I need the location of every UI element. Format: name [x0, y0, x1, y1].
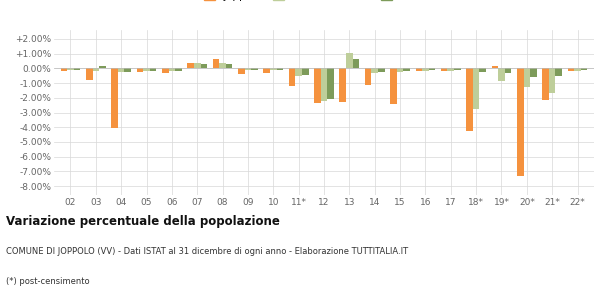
- Bar: [226, 64, 232, 68]
- Bar: [213, 59, 219, 68]
- Bar: [530, 68, 537, 77]
- Bar: [378, 68, 385, 71]
- Bar: [371, 68, 378, 74]
- Bar: [581, 68, 587, 70]
- Bar: [295, 68, 302, 76]
- Bar: [187, 63, 194, 68]
- Bar: [397, 68, 403, 71]
- Bar: [200, 64, 207, 68]
- Text: (*) post-censimento: (*) post-censimento: [6, 278, 89, 286]
- Bar: [74, 68, 80, 70]
- Bar: [263, 68, 270, 74]
- Bar: [574, 68, 581, 71]
- Bar: [327, 68, 334, 99]
- Bar: [505, 68, 511, 73]
- Bar: [314, 68, 321, 103]
- Bar: [556, 68, 562, 76]
- Bar: [277, 68, 283, 70]
- Bar: [150, 68, 157, 71]
- Bar: [194, 63, 200, 68]
- Bar: [390, 68, 397, 104]
- Bar: [86, 68, 92, 80]
- Bar: [353, 59, 359, 68]
- Bar: [346, 53, 353, 68]
- Bar: [429, 68, 435, 70]
- Bar: [403, 68, 410, 71]
- Bar: [448, 68, 454, 71]
- Bar: [473, 68, 479, 109]
- Bar: [92, 68, 99, 71]
- Bar: [454, 68, 461, 70]
- Bar: [219, 63, 226, 68]
- Bar: [143, 68, 150, 71]
- Text: Variazione percentuale della popolazione: Variazione percentuale della popolazione: [6, 214, 280, 227]
- Bar: [549, 68, 556, 93]
- Bar: [289, 68, 295, 86]
- Bar: [67, 68, 74, 70]
- Bar: [321, 68, 327, 101]
- Bar: [517, 68, 524, 176]
- Bar: [498, 68, 505, 81]
- Legend: Joppolo, Provincia di VV, Calabria: Joppolo, Provincia di VV, Calabria: [202, 0, 446, 3]
- Bar: [137, 68, 143, 72]
- Bar: [270, 68, 277, 70]
- Bar: [568, 68, 574, 71]
- Bar: [175, 68, 182, 71]
- Bar: [542, 68, 549, 100]
- Bar: [422, 68, 429, 71]
- Bar: [238, 68, 245, 74]
- Text: COMUNE DI JOPPOLO (VV) - Dati ISTAT al 31 dicembre di ogni anno - Elaborazione T: COMUNE DI JOPPOLO (VV) - Dati ISTAT al 3…: [6, 248, 408, 256]
- Bar: [491, 66, 498, 68]
- Bar: [302, 68, 308, 75]
- Bar: [99, 66, 106, 68]
- Bar: [416, 68, 422, 71]
- Bar: [111, 68, 118, 128]
- Bar: [61, 68, 67, 71]
- Bar: [441, 68, 448, 71]
- Bar: [524, 68, 530, 88]
- Bar: [169, 68, 175, 71]
- Bar: [251, 68, 258, 70]
- Bar: [479, 68, 486, 72]
- Bar: [245, 68, 251, 70]
- Bar: [124, 68, 131, 71]
- Bar: [118, 68, 124, 72]
- Bar: [466, 68, 473, 131]
- Bar: [340, 68, 346, 102]
- Bar: [365, 68, 371, 85]
- Bar: [162, 68, 169, 73]
